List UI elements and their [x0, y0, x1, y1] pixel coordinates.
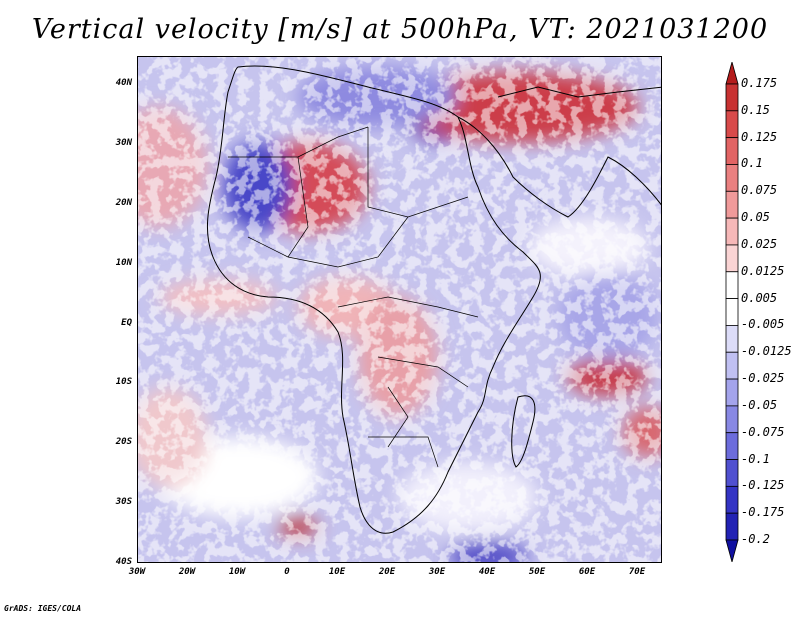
vertical-velocity-field [138, 57, 661, 562]
colorbar-swatch [725, 83, 739, 112]
colorbar [725, 62, 739, 562]
lon-label: 10E [328, 567, 346, 577]
coastlines [206, 65, 661, 534]
colorbar-tick-label: 0.075 [741, 183, 778, 198]
colorbar-tick-label: -0.025 [741, 371, 785, 386]
lat-label: 10N [115, 257, 132, 268]
colorbar-swatch [725, 351, 739, 380]
map-panel [137, 56, 662, 563]
lat-label: 20S [115, 437, 132, 448]
colorbar-swatch [725, 432, 739, 460]
colorbar-swatch [725, 539, 739, 562]
colorbar-tick-label: 0.125 [741, 129, 778, 144]
colorbar-swatch [725, 325, 739, 353]
colorbar-tick-label: 0.05 [741, 210, 770, 225]
lon-label: 30W [128, 567, 146, 577]
colorbar-tick-label: -0.1 [741, 451, 770, 466]
colorbar-swatch [725, 164, 739, 192]
lat-label: 40N [115, 78, 132, 88]
colorbar-tick-label: -0.05 [741, 397, 778, 412]
colorbar-swatch [725, 512, 739, 541]
lat-label: 40S [115, 557, 132, 567]
colorbar-swatch [725, 62, 739, 85]
colorbar-tick-label: -0.2 [741, 532, 770, 546]
lon-label: 20E [378, 567, 396, 577]
lon-label: 60E [578, 567, 596, 577]
lon-label: 70E [628, 567, 646, 577]
colorbar-swatch [725, 110, 739, 139]
colorbar-swatch [725, 244, 739, 273]
colorbar-swatch [725, 298, 739, 326]
lon-label: 30E [428, 567, 446, 577]
lon-label: 0 [284, 567, 290, 577]
colorbar-swatch [725, 485, 739, 514]
lon-label: 40E [478, 567, 496, 577]
colorbar-swatch [725, 137, 739, 165]
colorbar-swatch [725, 405, 739, 434]
colorbar-tick-label: 0.175 [741, 76, 778, 90]
colorbar-tick-label: -0.0125 [741, 344, 792, 359]
lon-label: 10W [228, 567, 246, 577]
lat-label: 30N [115, 137, 132, 148]
country-borders [228, 126, 479, 468]
colorbar-swatch [725, 217, 739, 246]
colorbar-tick-label: 0.0125 [741, 263, 785, 278]
colorbar-tick-label: -0.075 [741, 424, 785, 439]
colorbar-tick-label: 0.005 [741, 290, 778, 305]
lat-label: 10S [115, 377, 132, 388]
colorbar-swatch [725, 459, 739, 487]
colorbar-tick-label: -0.175 [741, 505, 785, 520]
colorbar-tick-label: -0.125 [741, 478, 785, 493]
colorbar-swatch [725, 271, 739, 299]
lat-label: EQ [121, 317, 132, 328]
colorbar-tick-label: 0.15 [741, 102, 770, 117]
colorbar-tick-label: -0.005 [741, 317, 785, 332]
lon-label: 20W [178, 567, 196, 577]
lon-label: 50E [528, 567, 546, 577]
lat-label: 20N [115, 197, 132, 208]
colorbar-tick-label: 0.1 [741, 156, 763, 171]
colorbar-swatch [725, 378, 739, 407]
colorbar-swatch [725, 190, 739, 219]
colorbar-tick-label: 0.025 [741, 236, 778, 251]
grads-credit: GrADS: IGES/COLA [4, 604, 82, 613]
chart-title: Vertical velocity [m/s] at 500hPa, VT: 2… [31, 14, 769, 45]
lat-label: 30S [115, 497, 132, 508]
